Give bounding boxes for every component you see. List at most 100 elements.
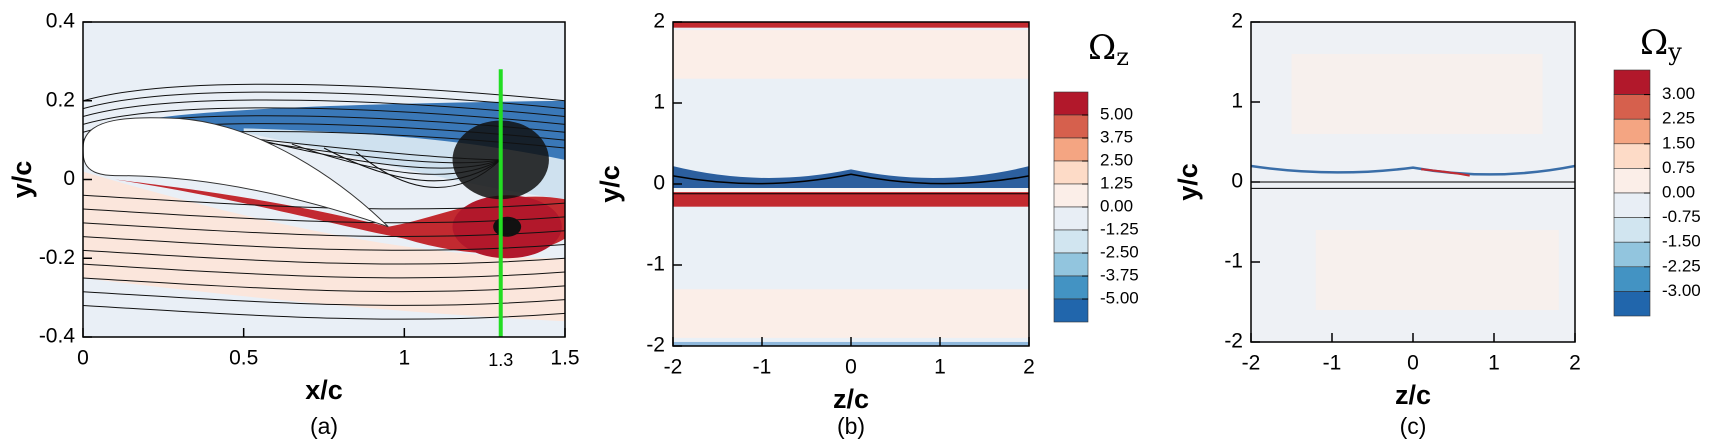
colorbar-label: -0.75 [1662, 207, 1701, 226]
panel-caption: (b) [837, 413, 865, 439]
field-positive [673, 289, 1029, 338]
field-positive [1291, 54, 1543, 134]
field [83, 22, 565, 337]
field-positive [673, 30, 1029, 79]
colorbar-band [1613, 291, 1651, 317]
blue-band [673, 166, 1029, 189]
x-tick-label: 1.5 [550, 347, 579, 370]
y-tick-label: 2 [1231, 10, 1243, 33]
colorbar-subscript: y [1667, 38, 1682, 66]
x-tick-label: 1 [934, 356, 946, 379]
x-tick-label: -1 [753, 356, 772, 379]
white-band [673, 188, 1029, 193]
colorbar-label: -1.25 [1100, 219, 1139, 238]
x-tick-label: 2 [1569, 352, 1581, 375]
y-axis-label: y/c [595, 165, 625, 203]
field-positive [83, 171, 565, 322]
y-tick-label: 1 [653, 91, 665, 114]
red-layer [115, 179, 565, 254]
colorbar-band [1053, 183, 1089, 208]
colorbar-band [1613, 241, 1651, 268]
colorbar-label: 0.75 [1662, 158, 1695, 177]
colorbar-band [1053, 298, 1089, 323]
colorbar-label: -3.75 [1100, 265, 1139, 284]
panel-caption: (a) [310, 413, 338, 439]
colorbar-label: 0.00 [1100, 196, 1133, 215]
y-tick-label: 0 [653, 172, 665, 195]
colorbar-band [1053, 206, 1089, 231]
colorbar-band [1613, 168, 1651, 194]
y-tick-label: -2 [1224, 330, 1243, 353]
streamline [83, 107, 565, 125]
y-tick-label: 0.2 [46, 88, 75, 111]
colorbar-symbol: Ω [1088, 28, 1116, 68]
colorbar-label: -3.00 [1662, 281, 1701, 300]
colorbar-symbol: Ω [1640, 23, 1668, 63]
colorbar-label: -2.50 [1100, 242, 1139, 261]
vortex-line [1421, 168, 1470, 177]
y-tick-label: 0.4 [46, 10, 76, 33]
colorbar-band [1613, 217, 1651, 243]
y-tick-label: -0.4 [39, 325, 76, 348]
colorbar-band [1613, 266, 1651, 292]
panel: -2 -1 0 1 2 -2 -1 0 1 2 z/c y/c (c) 3.00 2.25 1.50 0.75 0… [1173, 10, 1701, 440]
y-axis-label: y/c [1173, 163, 1203, 201]
y-tick-label: -0.2 [39, 246, 75, 269]
colorbar-band [1053, 114, 1089, 139]
colorbar-label: 1.50 [1662, 133, 1695, 152]
streamline [83, 83, 565, 102]
field-positive [1315, 230, 1559, 310]
x-tick-label: 1 [398, 347, 410, 370]
colorbar-label: -5.00 [1100, 288, 1139, 307]
colorbar-band [1053, 229, 1089, 254]
colorbar-label: 3.75 [1100, 127, 1133, 146]
colorbar-band [1053, 137, 1089, 162]
streamline [83, 99, 565, 117]
y-tick-label: -1 [646, 253, 665, 276]
section-label: 1.3 [488, 350, 513, 370]
red-band [673, 192, 1029, 207]
x-tick-label: 2 [1023, 356, 1035, 379]
x-tick-label: -1 [1323, 352, 1342, 375]
x-tick-label: -2 [664, 356, 683, 379]
x-tick-label: 0 [1407, 352, 1419, 375]
top-layer [673, 22, 1029, 28]
colorbar-band [1613, 69, 1651, 95]
colorbar-label: 2.25 [1662, 109, 1695, 128]
field [673, 22, 1029, 346]
colorbar-band [1613, 192, 1651, 218]
colorbar-label: 1.25 [1100, 173, 1133, 192]
y-tick-label: -2 [646, 334, 665, 357]
y-tick-label: 1 [1231, 90, 1243, 113]
panel: 1.3 0 0.5 1 1.5 -0.4 -0.2 0 0.2 0.4 x/c y/c (a) [7, 10, 579, 440]
colorbar-band [1613, 94, 1651, 120]
x-tick-label: 0.5 [229, 347, 258, 370]
panel-caption: (c) [1400, 413, 1427, 439]
y-tick-label: 2 [653, 10, 665, 33]
streamline [355, 151, 502, 188]
colorbar-band [1053, 160, 1089, 185]
streamline [673, 173, 1029, 185]
colorbar-band [1613, 118, 1651, 145]
x-tick-label: -2 [1242, 352, 1261, 375]
colorbar-label: 2.50 [1100, 150, 1133, 169]
colorbar-title: Ωz [1088, 28, 1129, 71]
x-axis-label: z/c [1395, 380, 1431, 410]
x-tick-label: 0 [77, 347, 89, 370]
colorbar-subscript: z [1116, 43, 1129, 71]
y-tick-label: 0 [1231, 170, 1243, 193]
shear-layer [83, 100, 565, 180]
colorbar-band [1053, 252, 1089, 277]
colorbar-label: 0.00 [1662, 182, 1695, 201]
colorbar-label: -2.25 [1662, 256, 1701, 275]
y-tick-label: 0 [63, 167, 75, 190]
airfoil [83, 117, 389, 228]
colorbar-band [1053, 91, 1089, 116]
x-tick-label: 0 [845, 356, 857, 379]
field [1251, 22, 1575, 342]
streamline [83, 91, 565, 110]
x-axis-label: z/c [833, 384, 869, 414]
vortex-line [1251, 164, 1575, 176]
colorbar-band [1613, 143, 1651, 169]
